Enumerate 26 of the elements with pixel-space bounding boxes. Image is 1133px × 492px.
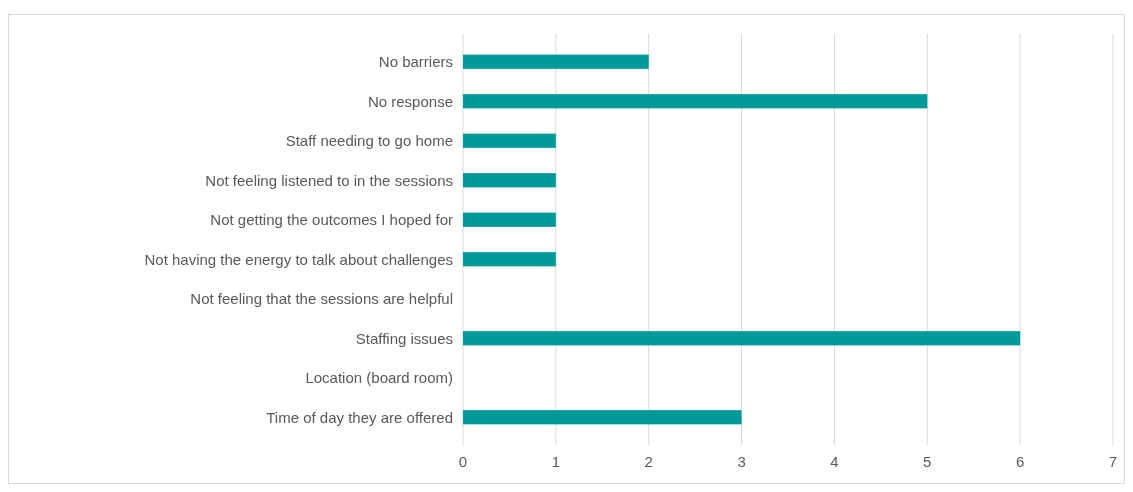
x-tick-label: 6 xyxy=(1015,453,1025,470)
x-tick-label: 1 xyxy=(551,453,561,470)
bar xyxy=(463,173,556,188)
x-tick-label: 0 xyxy=(458,453,468,470)
y-tick-label: Not getting the outcomes I hoped for xyxy=(210,211,453,228)
x-tick-label: 4 xyxy=(830,453,839,470)
bar xyxy=(463,133,556,148)
bar xyxy=(463,331,1021,346)
x-tick-label: 2 xyxy=(644,453,653,470)
x-tick-label: 5 xyxy=(923,453,932,470)
bar xyxy=(463,410,742,425)
y-tick-label: Not feeling that the sessions are helpful xyxy=(190,290,453,307)
y-tick-label: Staff needing to go home xyxy=(285,132,453,149)
y-tick-label: Staffing issues xyxy=(355,329,453,347)
bar xyxy=(463,212,556,227)
bar xyxy=(463,54,649,69)
bar xyxy=(463,252,556,267)
y-tick-label: Not having the energy to talk about challenges xyxy=(144,250,453,268)
y-tick-label: No barriers xyxy=(378,53,453,70)
x-tick-label: 7 xyxy=(1108,453,1118,470)
bar xyxy=(463,94,928,109)
y-tick-label: Not feeling listened to in the sessions xyxy=(205,171,453,189)
y-tick-label: Time of day they are offered xyxy=(266,408,453,426)
y-tick-label: Location (board room) xyxy=(305,369,453,386)
x-tick-label: 3 xyxy=(737,453,746,470)
y-tick-label: No response xyxy=(367,92,453,110)
